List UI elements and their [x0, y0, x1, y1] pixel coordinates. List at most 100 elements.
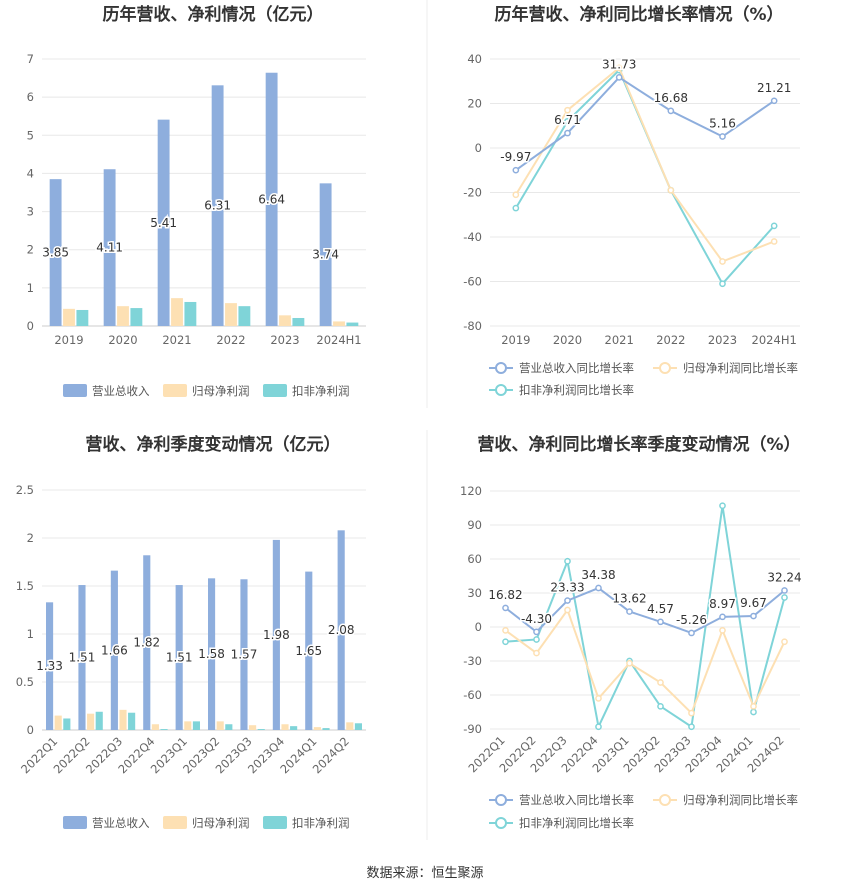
series-point-3-0-2	[564, 597, 571, 604]
series-point-3-0-5	[657, 618, 664, 626]
series-point-1-0-5	[770, 97, 778, 105]
legend-swatch-dot-1-1	[659, 362, 671, 374]
series-point-3-1-4	[626, 659, 633, 667]
bar-2-2-2	[128, 712, 136, 730]
series-point-3-2-0	[502, 638, 509, 646]
bar-0-1-4	[279, 315, 291, 326]
series-line-1-2	[514, 68, 775, 286]
x-tick-label-1-0: 2019	[501, 333, 530, 347]
bar-0-0-2	[157, 119, 170, 326]
data-label-3-1: -4.30	[521, 612, 552, 626]
series-point-1-1-5	[770, 238, 778, 245]
data-label-2-9: 2.08	[328, 623, 355, 637]
legend-label-0-2: 扣非净利润	[292, 384, 350, 398]
y-tick-label-3-0: -90	[463, 722, 482, 736]
series-point-1-1-3	[667, 186, 675, 194]
data-label-2-4: 1.51	[166, 651, 193, 665]
bar-2-2-1	[95, 711, 103, 730]
bar-2-2-9	[354, 723, 362, 730]
bar-2-1-1	[87, 713, 95, 730]
legend-label-3-1: 归母净利润同比增长率	[683, 793, 798, 807]
data-label-2-8: 1.65	[295, 644, 322, 658]
series-point-1-1-2	[615, 64, 623, 72]
series-point-3-1-9	[781, 638, 788, 646]
series-point-3-1-8	[750, 702, 757, 710]
bar-2-2-3	[160, 729, 168, 730]
x-tick-label-0-4: 2023	[270, 333, 299, 347]
x-tick-label-1-3: 2022	[656, 333, 685, 347]
bar-0-1-5	[333, 321, 345, 326]
data-label-2-0: 1.33	[36, 659, 63, 673]
series-point-3-0-7	[719, 613, 726, 621]
x-tick-label-1-4: 2023	[708, 333, 737, 347]
bar-0-1-3	[225, 303, 237, 326]
series-point-3-0-6	[688, 629, 695, 637]
bar-0-0-0	[49, 179, 62, 326]
y-tick-label-1-3: -20	[463, 186, 482, 200]
series-point-3-1-1	[533, 649, 540, 657]
data-label-3-2: 23.33	[550, 581, 584, 595]
series-line-3-0	[504, 586, 786, 635]
series-point-3-0-1	[533, 628, 540, 636]
legend-swatch-dot-1-2	[495, 384, 507, 396]
bar-0-0-3	[211, 85, 224, 326]
bar-2-0-1	[78, 585, 86, 730]
x-tick-label-0-5: 2024H1	[316, 333, 361, 347]
data-label-1-2: 31.73	[602, 57, 636, 71]
legend-label-1-0: 营业总收入同比增长率	[519, 361, 634, 375]
series-line-1-0	[515, 76, 775, 171]
data-label-0-2: 5.41	[150, 216, 177, 230]
bar-2-1-2	[119, 709, 127, 730]
y-tick-label-1-6: 40	[467, 52, 482, 66]
series-point-1-2-5	[770, 222, 778, 230]
legend-label-2-1: 归母净利润	[192, 816, 250, 830]
bar-2-0-7	[272, 539, 280, 730]
data-label-3-9: 32.24	[767, 570, 801, 584]
bar-2-2-7	[290, 726, 298, 730]
data-label-1-4: 5.16	[709, 117, 736, 131]
y-tick-label-3-2: -30	[463, 654, 482, 668]
series-point-3-1-5	[657, 679, 664, 686]
y-tick-label-0-5: 5	[27, 128, 34, 142]
series-point-1-0-2	[615, 74, 623, 81]
data-source-note: 数据来源：恒生聚源	[366, 866, 484, 881]
series-point-1-0-0	[512, 166, 520, 174]
data-label-0-1: 4.11	[96, 241, 123, 255]
y-tick-label-1-1: -60	[463, 275, 482, 289]
series-point-1-1-0	[512, 191, 520, 199]
bar-2-0-6	[240, 579, 248, 730]
data-label-3-5: 4.57	[647, 602, 674, 616]
series-point-1-2-0	[512, 204, 520, 212]
y-tick-label-3-7: 120	[460, 484, 482, 498]
bar-0-0-4	[265, 72, 278, 326]
data-label-3-0: 16.82	[488, 588, 522, 602]
series-point-3-2-3	[595, 723, 602, 731]
data-label-3-8: 9.67	[740, 596, 767, 610]
y-tick-label-0-2: 2	[27, 243, 34, 257]
series-point-3-0-9	[781, 587, 788, 594]
data-label-0-4: 6.64	[258, 192, 285, 206]
series-point-3-0-4	[626, 608, 633, 615]
legend-label-0-1: 归母净利润	[192, 384, 250, 398]
legend-swatch-0-0	[63, 384, 87, 397]
series-line-3-2	[505, 505, 786, 730]
bar-2-0-8	[305, 571, 313, 730]
y-tick-label-1-2: -40	[463, 230, 482, 244]
data-label-2-3: 1.82	[133, 636, 160, 650]
series-point-3-1-3	[595, 695, 602, 702]
y-tick-label-2-3: 1.5	[16, 579, 34, 593]
legend-swatch-2-0	[63, 816, 87, 829]
data-label-1-1: 6.71	[554, 113, 581, 127]
series-point-1-0-4	[719, 133, 726, 140]
series-point-3-1-7	[719, 627, 726, 634]
legend-swatch-dot-3-2	[495, 817, 507, 829]
legend-swatch-0-2	[263, 384, 287, 397]
legend-swatch-dot-3-0	[495, 794, 507, 806]
chart-title-3: 营收、净利同比增长率季度变动情况（%）	[477, 434, 800, 455]
bar-2-2-5	[225, 724, 233, 730]
data-label-2-2: 1.66	[101, 643, 128, 657]
data-label-1-3: 16.68	[654, 91, 688, 105]
series-point-3-1-0	[502, 627, 509, 634]
x-tick-label-1-2: 2021	[605, 333, 634, 347]
